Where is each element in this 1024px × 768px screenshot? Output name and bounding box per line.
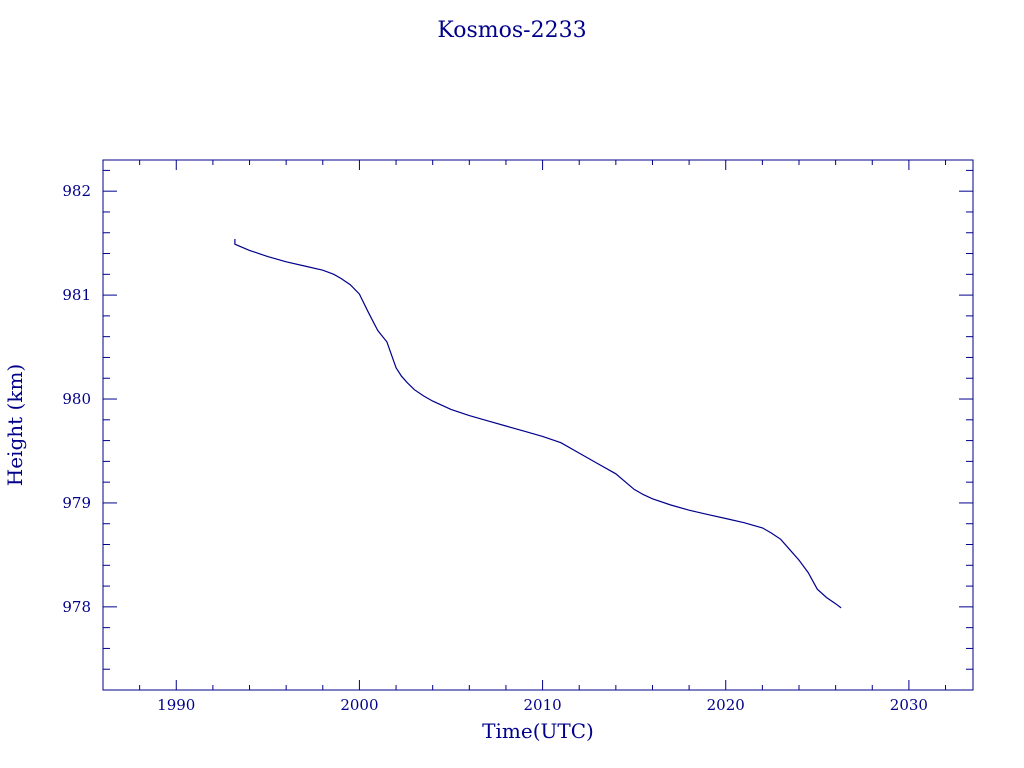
y-axis-label: Height (km) (3, 364, 27, 486)
x-tick-label: 2000 (340, 696, 378, 714)
y-tick-label: 980 (62, 390, 91, 408)
chart-title: Kosmos-2233 (437, 18, 586, 43)
x-tick-labels: 1990 2000 2010 2020 2030 (157, 696, 928, 714)
x-tick-label: 2020 (707, 696, 745, 714)
x-axis-label: Time(UTC) (482, 719, 594, 743)
y-tick-labels: 978 979 980 981 982 (62, 182, 91, 616)
x-tick-label: 2030 (890, 696, 928, 714)
y-tick-label: 978 (62, 598, 91, 616)
y-tick-label: 979 (62, 494, 91, 512)
y-tick-label: 981 (62, 286, 91, 304)
plot-frame (102, 159, 974, 691)
x-tick-label: 1990 (157, 696, 195, 714)
x-tick-label: 2010 (523, 696, 561, 714)
height-series-line (234, 239, 842, 609)
axis-ticks (102, 160, 973, 691)
y-tick-label: 982 (62, 182, 91, 200)
